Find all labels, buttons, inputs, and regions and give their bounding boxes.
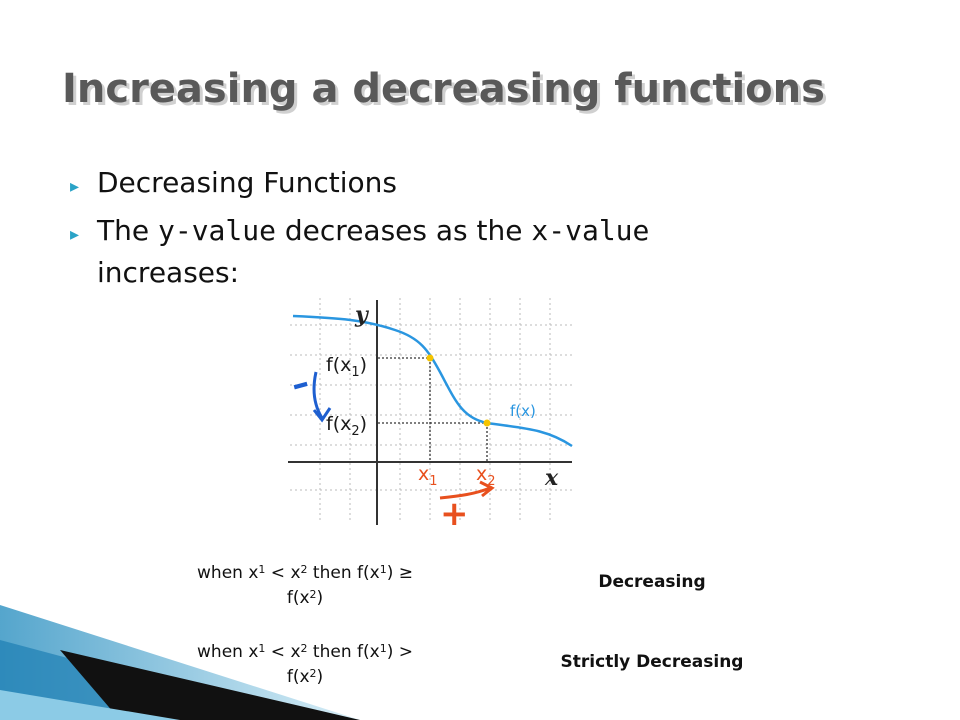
text: 2 [310, 667, 317, 680]
point [483, 419, 491, 427]
y-axis-label: y [354, 302, 370, 328]
text: when x [197, 563, 258, 583]
text: 1 [380, 563, 387, 576]
text: y-value [158, 214, 276, 247]
text: 2 [301, 642, 308, 655]
condition: f(x2) [287, 667, 323, 687]
text: ) [317, 667, 324, 687]
text: < x [265, 563, 300, 583]
text: decreases as the [276, 214, 531, 247]
condition: f(x2) [287, 588, 323, 608]
text: 2 [310, 588, 317, 601]
condition: when x1 < x2 then f(x1) > [197, 642, 413, 662]
bullet-text: increases: [97, 256, 239, 289]
text: 2 [301, 563, 308, 576]
rule-name: Strictly Decreasing [561, 652, 744, 672]
label: x1 [418, 463, 438, 489]
label: x2 [476, 463, 496, 489]
text: f(x [326, 413, 351, 435]
text: f(x [287, 588, 310, 608]
text: f(x [326, 354, 351, 376]
point [426, 354, 434, 362]
bullet-marker: ▸ [70, 224, 79, 244]
bullets: ▸ ▸ Decreasing Functions The y-value dec… [70, 166, 649, 289]
title: Increasing a decreasing functions [62, 66, 825, 112]
text: The [96, 214, 158, 247]
text: f(x [287, 667, 310, 687]
text: when x [197, 642, 258, 662]
text: 2 [351, 424, 359, 439]
bullet-marker: ▸ [70, 176, 79, 196]
condition: when x1 < x2 then f(x1) ≥ [197, 563, 413, 583]
text: ) [360, 354, 367, 376]
text: increases: [97, 256, 239, 289]
title-shadow: Increasing a decreasing functions [65, 69, 828, 115]
text: ) [317, 588, 324, 608]
plus-sign: + [440, 494, 469, 534]
text: x [476, 463, 487, 485]
graph: y x f(x1) f(x2) f(x) x1 x2 – + [287, 298, 575, 534]
bullet-text: Decreasing Functions [97, 166, 397, 199]
text: 1 [258, 563, 265, 576]
text: 1 [429, 474, 437, 489]
label: f(x2) [326, 413, 367, 439]
grid [290, 298, 575, 520]
curve [292, 314, 573, 448]
text: ) [360, 413, 367, 435]
x-axis-label: x [544, 465, 559, 491]
curve-label: f(x) [510, 402, 536, 420]
text: x-value [531, 214, 649, 247]
bullet-text: The y-value decreases as the x-value [96, 214, 649, 247]
rule-name: Decreasing [598, 572, 705, 592]
label: f(x1) [326, 354, 367, 380]
text: ) > [387, 642, 413, 662]
text: then f(x [308, 642, 380, 662]
text: < x [265, 642, 300, 662]
rules: when x1 < x2 then f(x1) ≥f(x2)Decreasing… [197, 563, 743, 687]
text: 1 [351, 365, 359, 380]
arrow [439, 480, 495, 500]
guides [378, 357, 488, 462]
text: ) ≥ [387, 563, 413, 583]
text: x [418, 463, 429, 485]
decoration [0, 605, 360, 720]
text: 1 [258, 642, 265, 655]
text: then f(x [308, 563, 380, 583]
text: 2 [487, 474, 495, 489]
arrow [312, 371, 332, 423]
text: Decreasing Functions [97, 166, 397, 199]
minus-sign: – [287, 362, 314, 405]
text: 1 [380, 642, 387, 655]
